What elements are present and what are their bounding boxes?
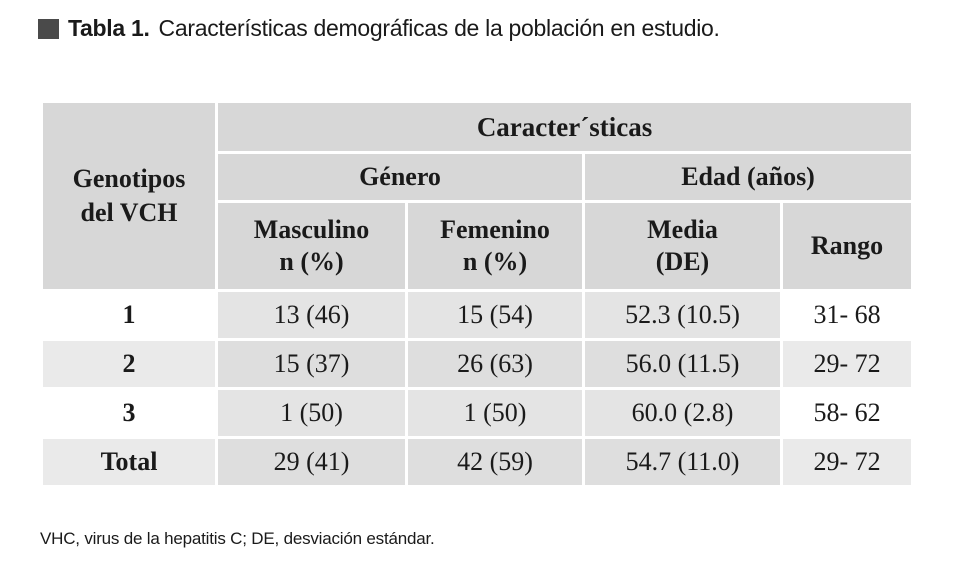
masculino-column-header: Masculino n (%)	[218, 203, 405, 289]
table-row-genotype-2: 2 15 (37) 26 (63) 56.0 (11.5) 29- 72	[43, 341, 912, 387]
media-cell: 54.7 (11.0)	[585, 439, 780, 485]
rango-column-header: Rango	[783, 203, 912, 289]
media-cell: 52.3 (10.5)	[585, 292, 780, 338]
table-row-total: Total 29 (41) 42 (59) 54.7 (11.0) 29- 72	[43, 439, 912, 485]
rango-cell: 58- 62	[783, 390, 912, 436]
media-cell: 56.0 (11.5)	[585, 341, 780, 387]
header-row-columns: Masculino n (%) Femenino n (%) Media (DE…	[43, 203, 912, 289]
caption-bullet-square-icon	[38, 18, 59, 39]
caption-label: Tabla 1.	[68, 15, 150, 41]
genotype-cell: Total	[43, 439, 215, 485]
caracteristicas-header: Caracter´sticas	[218, 103, 912, 151]
genero-group-header: Género	[218, 154, 582, 200]
table-row-genotype-1: 1 13 (46) 15 (54) 52.3 (10.5) 31- 68	[43, 292, 912, 338]
masculino-cell: 1 (50)	[218, 390, 405, 436]
table-footnote: VHC, virus de la hepatitis C; DE, desvia…	[40, 529, 435, 548]
corner-header-genotipos: Genotipos del VCH	[43, 103, 215, 289]
masculino-cell: 29 (41)	[218, 439, 405, 485]
femenino-column-header: Femenino n (%)	[408, 203, 582, 289]
femenino-cell: 42 (59)	[408, 439, 582, 485]
media-column-header: Media (DE)	[585, 203, 780, 289]
genotype-cell: 1	[43, 292, 215, 338]
rango-cell: 29- 72	[783, 439, 912, 485]
demographics-table: Genotipos del VCH Caracter´sticas Género…	[40, 100, 914, 488]
genotype-cell: 3	[43, 390, 215, 436]
header-row-groups: Género Edad (años)	[43, 154, 912, 200]
masculino-cell: 15 (37)	[218, 341, 405, 387]
femenino-cell: 26 (63)	[408, 341, 582, 387]
genotype-cell: 2	[43, 341, 215, 387]
femenino-cell: 15 (54)	[408, 292, 582, 338]
media-cell: 60.0 (2.8)	[585, 390, 780, 436]
edad-group-header: Edad (años)	[585, 154, 912, 200]
rango-cell: 31- 68	[783, 292, 912, 338]
header-row-top: Genotipos del VCH Caracter´sticas	[43, 103, 912, 289]
rango-cell: 29- 72	[783, 341, 912, 387]
table-caption: Tabla 1. Características demográficas de…	[38, 15, 720, 41]
caption-text: Características demográficas de la pobla…	[158, 15, 720, 41]
table-row-genotype-3: 3 1 (50) 1 (50) 60.0 (2.8) 58- 62	[43, 390, 912, 436]
masculino-cell: 13 (46)	[218, 292, 405, 338]
femenino-cell: 1 (50)	[408, 390, 582, 436]
